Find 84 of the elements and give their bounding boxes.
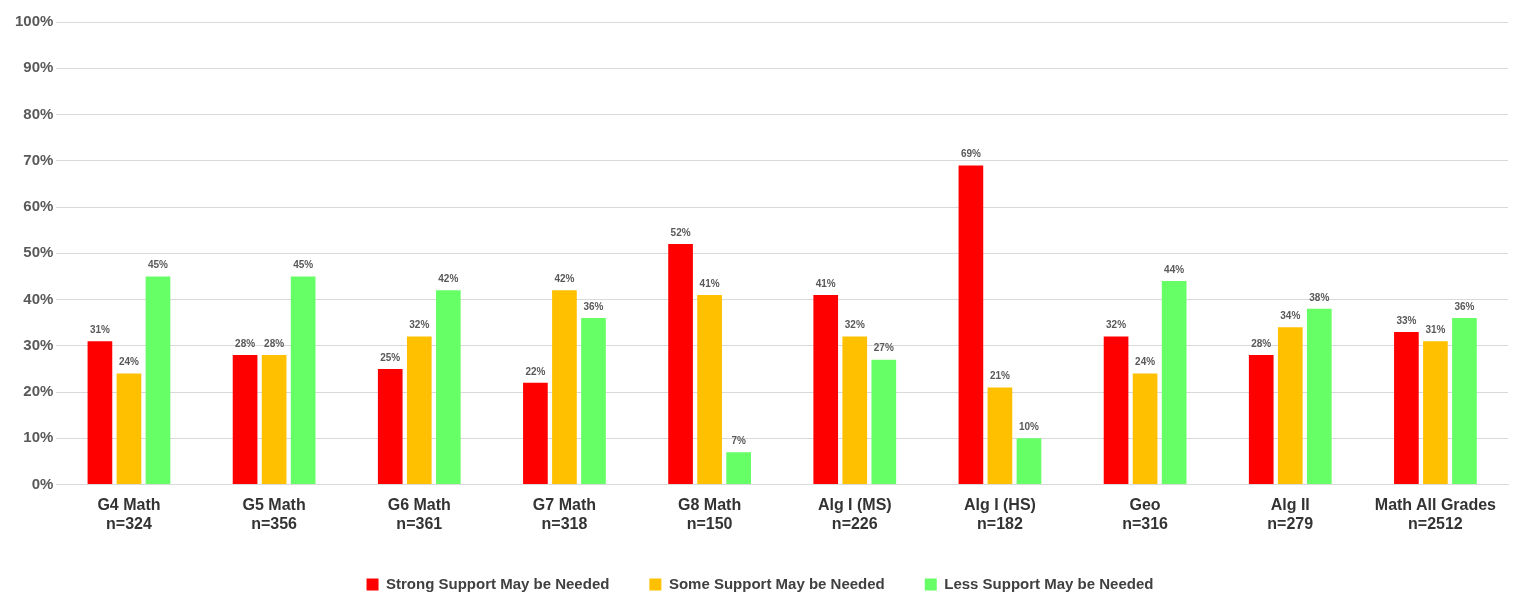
data-label: 45% <box>293 259 314 271</box>
data-label: 36% <box>1454 300 1475 312</box>
data-label: 42% <box>554 273 575 285</box>
x-tick-label: Alg I (MS) n=226 <box>817 495 892 532</box>
data-label: 31% <box>1425 323 1446 335</box>
bar <box>1277 327 1303 485</box>
data-label: 45% <box>147 259 169 271</box>
y-tick-label: 90% <box>23 58 54 76</box>
data-label: 41% <box>699 277 720 289</box>
y-tick-label: 70% <box>23 150 54 168</box>
bar <box>290 276 316 485</box>
data-label: 10% <box>1018 421 1040 433</box>
bar <box>145 276 171 485</box>
data-label: 28% <box>1251 337 1272 349</box>
y-tick-label: 0% <box>31 474 54 492</box>
legend-label: Strong Support May be Needed <box>386 574 610 592</box>
data-label: 34% <box>1280 310 1301 322</box>
bar <box>1161 281 1187 485</box>
bar <box>1423 341 1448 485</box>
x-tick-label: Math All Grades n=2512 <box>1374 495 1497 532</box>
bar <box>1016 438 1042 485</box>
bar <box>116 373 142 485</box>
y-tick-label: 40% <box>23 289 54 307</box>
bar <box>958 165 984 485</box>
bar <box>813 294 839 485</box>
x-tick-label: Alg I (HS) n=182 <box>963 495 1036 532</box>
y-tick-label: 60% <box>23 197 54 215</box>
bar <box>581 318 606 485</box>
data-label: 36% <box>583 300 604 312</box>
data-label: 42% <box>438 273 459 285</box>
y-tick-label: 80% <box>23 104 54 122</box>
legend-label: Less Support May be Needed <box>944 574 1154 592</box>
data-label: 24% <box>118 356 140 368</box>
data-label: 38% <box>1309 291 1330 303</box>
data-label: 7% <box>731 434 746 446</box>
data-label: 44% <box>1164 263 1185 275</box>
bar <box>406 336 432 485</box>
data-label: 21% <box>989 370 1011 382</box>
bar <box>697 294 722 485</box>
bar <box>987 387 1013 485</box>
x-tick-label: Alg II n=279 <box>1267 495 1314 532</box>
x-tick-label: G5 Math n=356 <box>242 495 306 532</box>
data-label: 32% <box>1106 319 1127 331</box>
bar <box>726 452 751 485</box>
bar <box>435 290 461 485</box>
data-label: 22% <box>525 365 546 377</box>
bar <box>1452 318 1477 485</box>
bar <box>842 336 868 485</box>
bar <box>668 244 693 485</box>
bar <box>1248 355 1274 485</box>
x-tick-label: G4 Math n=324 <box>97 495 161 532</box>
data-label: 25% <box>380 351 401 363</box>
data-label: 24% <box>1135 356 1156 368</box>
data-label: 33% <box>1396 314 1417 326</box>
bar <box>1103 336 1129 485</box>
y-tick-label: 30% <box>23 335 54 353</box>
data-label: 28% <box>264 337 285 349</box>
bar <box>871 359 897 485</box>
bar <box>232 355 258 485</box>
bar <box>1306 308 1332 485</box>
legend-label: Some Support May be Needed <box>668 574 885 592</box>
y-tick-label: 50% <box>23 243 54 261</box>
bar <box>1394 331 1419 485</box>
data-label: 28% <box>235 337 256 349</box>
bar <box>261 355 287 485</box>
data-label: 27% <box>873 342 894 354</box>
bar <box>523 382 548 485</box>
x-tick-label: G8 Math n=150 <box>678 495 742 532</box>
bar <box>377 368 403 485</box>
bar <box>1132 373 1158 485</box>
x-tick-label: G7 Math n=318 <box>532 495 596 532</box>
data-label: 31% <box>89 323 111 335</box>
bar <box>87 341 113 485</box>
y-tick-label: 10% <box>23 428 54 446</box>
data-label: 41% <box>815 277 836 289</box>
data-label: 32% <box>844 319 865 331</box>
y-tick-label: 100% <box>14 12 54 30</box>
x-tick-label: Geo n=316 <box>1122 495 1169 532</box>
y-tick-label: 20% <box>23 382 54 400</box>
data-label: 32% <box>409 319 430 331</box>
data-label: 52% <box>670 226 691 238</box>
x-tick-label: G6 Math n=361 <box>387 495 451 532</box>
data-label: 69% <box>960 148 982 160</box>
bar <box>552 290 577 485</box>
